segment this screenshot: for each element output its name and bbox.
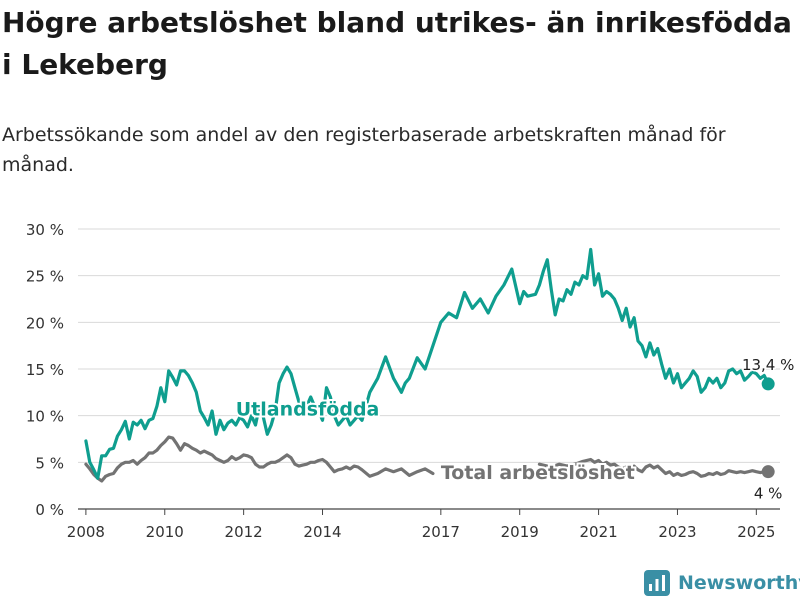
x-tick-label: 2023 xyxy=(658,523,696,541)
end-point-total xyxy=(761,465,775,479)
x-tick-label: 2010 xyxy=(146,523,184,541)
chart-subtitle: Arbetssökande som andel av den registerb… xyxy=(2,124,726,176)
end-point-utlandsfodda xyxy=(761,377,775,391)
y-tick-label: 15 % xyxy=(26,361,64,379)
series-label-utlandsfodda: Utlandsfödda xyxy=(236,399,380,421)
x-tick-label: 2008 xyxy=(67,523,105,541)
newsworthy-chart-icon xyxy=(644,570,670,596)
x-tick-label: 2019 xyxy=(501,523,539,541)
brand-logo: Newsworthy xyxy=(644,568,800,598)
line-chart: 0 %5 %10 %15 %20 %25 %30 % 2008 2010 2012 2… xyxy=(26,221,796,541)
y-tick-label: 30 % xyxy=(26,221,64,239)
y-tick-label: 25 % xyxy=(26,268,64,286)
y-tick-label: 5 % xyxy=(35,454,64,472)
end-value-label-utlandsfodda: 13,4 % xyxy=(742,356,794,374)
gridlines xyxy=(78,228,780,510)
series-labels: Utlandsfödda Total arbetslöshet 13,4 % 4 % xyxy=(234,354,796,504)
brand-name: Newsworthy xyxy=(678,572,800,594)
x-tick-label: 2017 xyxy=(422,523,460,541)
x-tick-label: 2014 xyxy=(303,523,341,541)
y-tick-label: 10 % xyxy=(26,408,64,426)
chart-title: Högre arbetslöshet bland utrikes- än inr… xyxy=(2,6,792,81)
x-tick-label: 2025 xyxy=(737,523,775,541)
series-label-total: Total arbetslöshet xyxy=(441,462,635,484)
x-tick-label: 2021 xyxy=(579,523,617,541)
x-axis: 2008 2010 2012 2014 2017 2019 2021 2023 2025 xyxy=(67,509,775,541)
y-tick-label: 0 % xyxy=(35,501,64,519)
y-axis: 0 % 5 % 10 % 15 % 20 % 25 % 30 % xyxy=(26,221,64,519)
end-value-label-total: 4 % xyxy=(754,485,783,503)
series-lines xyxy=(84,247,775,483)
x-tick-label: 2012 xyxy=(225,523,263,541)
series-line-total xyxy=(84,435,770,483)
y-tick-label: 20 % xyxy=(26,314,64,332)
series-line-utlandsfodda xyxy=(84,247,770,480)
